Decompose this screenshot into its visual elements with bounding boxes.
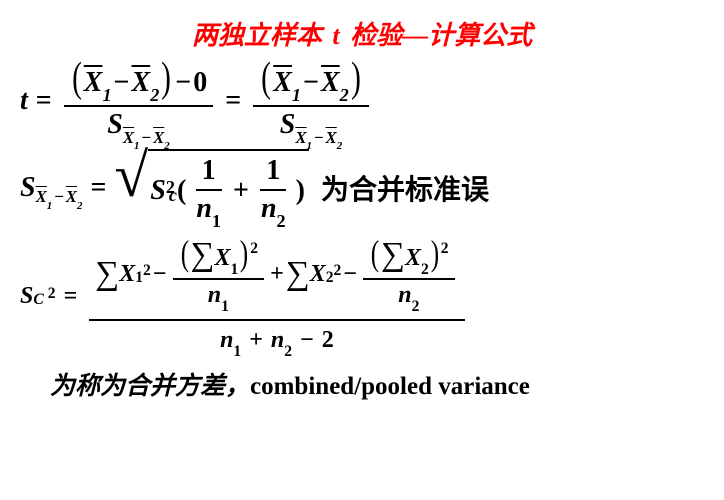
equals-1: = (36, 85, 52, 117)
formula-se: SX1−X2 = √ S2c ( 1 n1 + 1 n2 ) 为合并标准误 (20, 149, 704, 229)
title-prefix: 两独立样本 (192, 21, 322, 50)
t-symbol: t (20, 85, 28, 117)
bottom-label: 为称为合并方差，combined/pooled variance (20, 366, 704, 402)
fraction-1: (X1−X2)−0 SX1−X2 (64, 62, 214, 141)
equals-2: = (225, 85, 241, 117)
title-suffix: 检验—计算公式 (350, 21, 532, 50)
page-title: 两独立样本 t 检验—计算公式 (20, 15, 704, 52)
equals-3: = (90, 172, 106, 204)
main-fraction: ∑X12 − (∑X1)2 n1 + ∑X22 − (∑X2)2 n2 n1 +… (89, 236, 464, 357)
bottom-cn: 为称为合并方差， (50, 373, 250, 400)
sqrt: √ S2c ( 1 n1 + 1 n2 ) (114, 149, 309, 229)
S-symbol: S (20, 172, 36, 204)
formula-pooled-variance: SC2 = ∑X12 − (∑X1)2 n1 + ∑X22 − (∑X2)2 n… (20, 236, 704, 357)
se-label: 为合并标准误 (321, 168, 489, 208)
formula-t: t = (X1−X2)−0 SX1−X2 = (X1−X2) SX1−X2 (20, 62, 704, 141)
bottom-en: combined/pooled variance (250, 373, 530, 400)
equals-4: = (64, 283, 78, 310)
fraction-2: (X1−X2) SX1−X2 (253, 62, 369, 141)
Sc-symbol: S (20, 283, 33, 310)
title-t: t (332, 21, 339, 50)
